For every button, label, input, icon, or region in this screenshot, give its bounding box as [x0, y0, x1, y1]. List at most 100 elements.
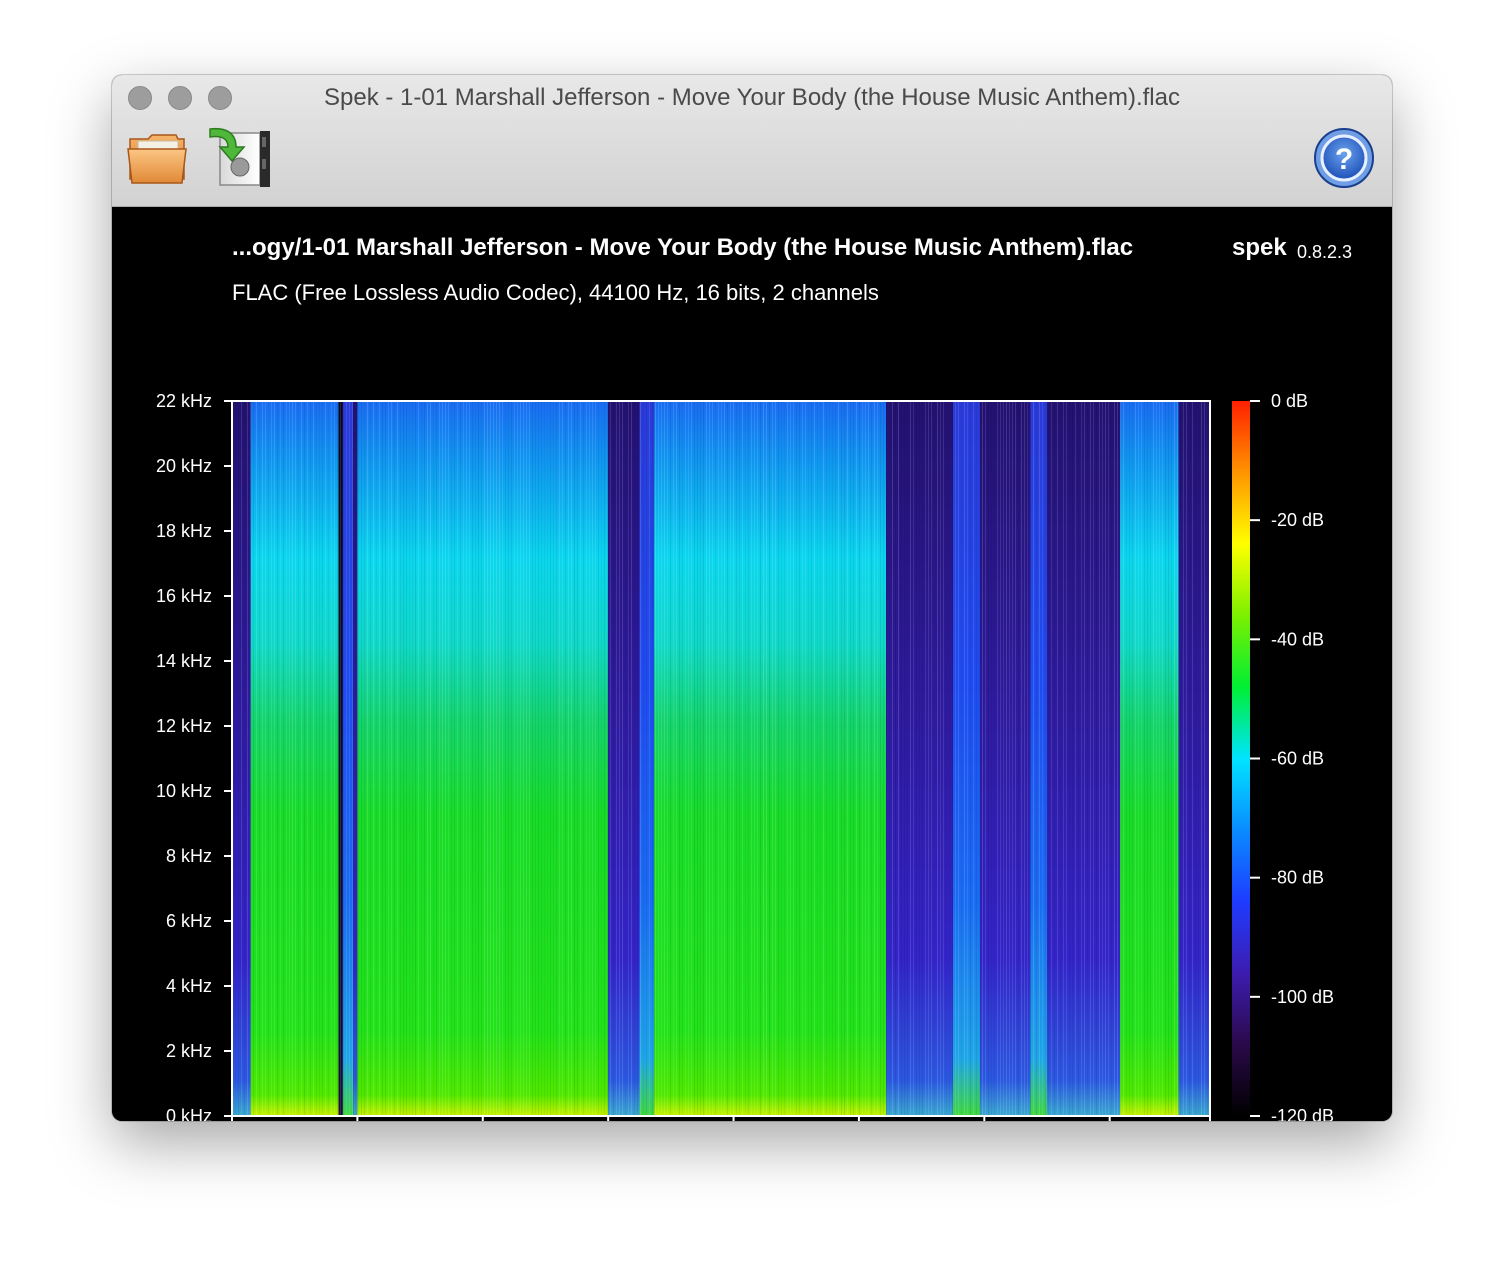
texture-line [733, 401, 734, 1116]
texture-line [493, 401, 494, 1116]
texture-line [754, 401, 755, 1116]
texture-line [1012, 401, 1013, 1116]
y-tick-label: 12 kHz [156, 716, 212, 736]
texture-line [889, 401, 890, 1116]
texture-line [775, 401, 776, 1116]
texture-line [529, 401, 530, 1116]
texture-line [910, 401, 911, 1116]
colorbar-tick-label: -20 dB [1271, 510, 1324, 530]
texture-line [847, 401, 848, 1116]
texture-line [259, 401, 260, 1116]
texture-line [919, 401, 920, 1116]
texture-line [1168, 401, 1169, 1116]
texture-line [991, 401, 992, 1116]
texture-line [298, 401, 299, 1116]
texture-line [787, 401, 788, 1116]
texture-line [763, 401, 764, 1116]
texture-line [1078, 401, 1079, 1116]
texture-line [1180, 401, 1181, 1116]
texture-line [526, 401, 527, 1116]
texture-line [970, 401, 971, 1116]
minimize-button[interactable] [168, 86, 192, 110]
texture-line [1006, 401, 1007, 1116]
texture-line [598, 401, 599, 1116]
texture-line [952, 401, 953, 1116]
texture-line [658, 401, 659, 1116]
close-button[interactable] [128, 86, 152, 110]
texture-line [628, 401, 629, 1116]
texture-line [874, 401, 875, 1116]
texture-line [574, 401, 575, 1116]
texture-line [295, 401, 296, 1116]
texture-line [1129, 401, 1130, 1116]
texture-line [418, 401, 419, 1116]
zoom-button[interactable] [208, 86, 232, 110]
texture-line [1000, 401, 1001, 1116]
texture-line [943, 401, 944, 1116]
plot-frame [231, 400, 1211, 1117]
spectrogram-segment [232, 401, 251, 1116]
texture-line [535, 401, 536, 1116]
texture-line [421, 401, 422, 1116]
open-file-button[interactable] [126, 127, 190, 192]
texture-line [712, 401, 713, 1116]
texture-line [376, 401, 377, 1116]
colorbar-tick-label: -40 dB [1271, 629, 1324, 649]
texture-line [337, 401, 338, 1116]
spectrogram-segment [608, 401, 640, 1116]
texture-line [457, 401, 458, 1116]
colorbar-tick-label: -100 dB [1271, 987, 1334, 1007]
texture-line [769, 401, 770, 1116]
texture-line [460, 401, 461, 1116]
texture-line [634, 401, 635, 1116]
y-tick-label: 2 kHz [166, 1041, 212, 1061]
texture-line [802, 401, 803, 1116]
texture-line [385, 401, 386, 1116]
texture-line [355, 401, 356, 1116]
texture-line [481, 401, 482, 1116]
texture-line [274, 401, 275, 1116]
texture-line [697, 401, 698, 1116]
y-tick-label: 8 kHz [166, 846, 212, 866]
texture-line [718, 401, 719, 1116]
folder-icon [127, 134, 187, 184]
texture-line [1072, 401, 1073, 1116]
texture-line [247, 401, 248, 1116]
texture-line [688, 401, 689, 1116]
spectrogram-segment [952, 401, 981, 1116]
texture-line [379, 401, 380, 1116]
texture-line [454, 401, 455, 1116]
spectrogram-segment [1120, 401, 1179, 1116]
texture-line [922, 401, 923, 1116]
spectrogram-segment [1178, 401, 1210, 1116]
texture-line [322, 401, 323, 1116]
texture-line [1030, 401, 1031, 1116]
texture-line [277, 401, 278, 1116]
texture-line [805, 401, 806, 1116]
texture-line [898, 401, 899, 1116]
texture-line [850, 401, 851, 1116]
texture-line [316, 401, 317, 1116]
texture-line [430, 401, 431, 1116]
y-tick-label: 16 kHz [156, 586, 212, 606]
texture-line [907, 401, 908, 1116]
spek-window: Spek - 1-01 Marshall Jefferson - Move Yo… [112, 75, 1392, 1121]
help-button[interactable]: ? [1312, 127, 1376, 194]
texture-line [1081, 401, 1082, 1116]
texture-line [580, 401, 581, 1116]
colorbar [1232, 401, 1250, 1116]
y-axis: 0 kHz 2 kHz 4 kHz 6 kHz 8 kHz 10 kHz 12 kHz 14 … [156, 391, 232, 1121]
texture-line [466, 401, 467, 1116]
texture-line [796, 401, 797, 1116]
texture-line [1141, 401, 1142, 1116]
texture-line [541, 401, 542, 1116]
texture-line [949, 401, 950, 1116]
texture-line [793, 401, 794, 1116]
texture-line [439, 401, 440, 1116]
texture-line [958, 401, 959, 1116]
texture-line [1042, 401, 1043, 1116]
texture-line [292, 401, 293, 1116]
texture-line [424, 401, 425, 1116]
texture-line [925, 401, 926, 1116]
save-image-button[interactable] [206, 123, 274, 194]
